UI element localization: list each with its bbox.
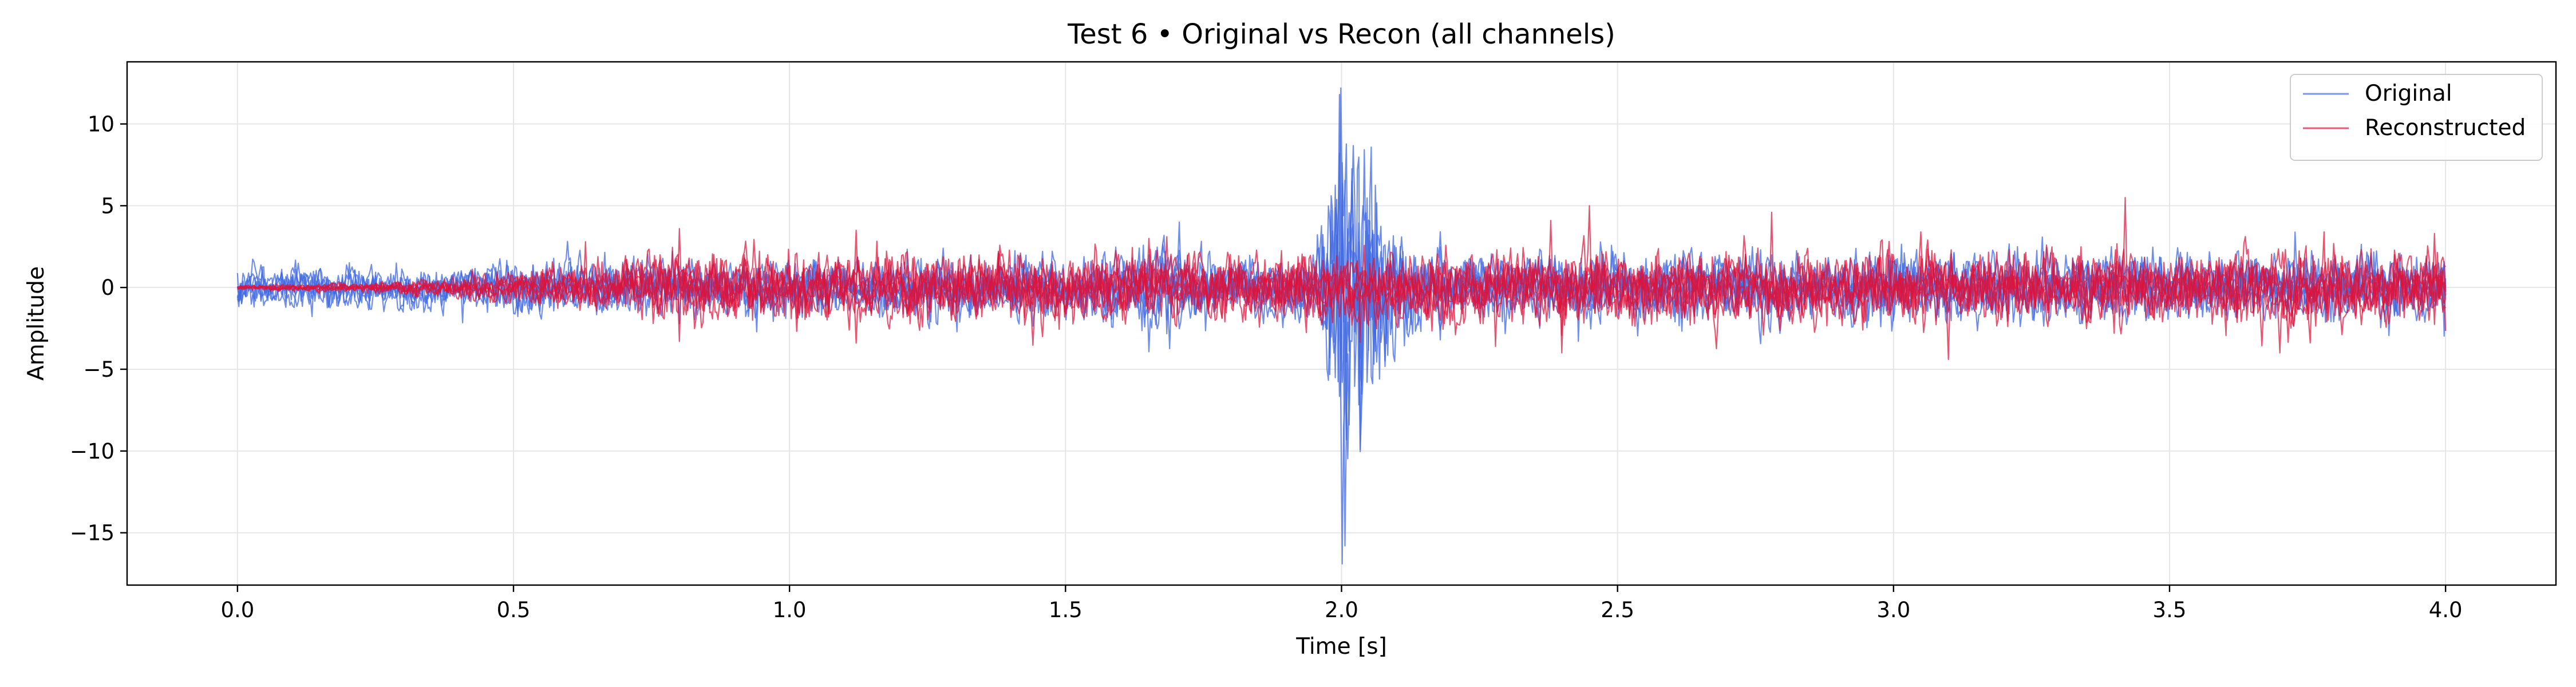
x-tick-label: 3.5 xyxy=(2153,598,2187,622)
y-tick-label: 5 xyxy=(101,194,114,218)
x-axis: 0.0 0.5 1.0 1.5 2.0 2.5 3.0 3.5 4.0 xyxy=(220,585,2463,622)
x-tick-label: 3.0 xyxy=(1876,598,1910,622)
x-axis-label: Time [s] xyxy=(1295,634,1387,660)
x-tick-label: 0.0 xyxy=(220,598,254,622)
y-axis: 10 5 0 −5 −10 −15 xyxy=(70,112,127,546)
x-tick-label: 2.0 xyxy=(1325,598,1358,622)
legend-box xyxy=(2290,74,2543,161)
legend-label-original: Original xyxy=(2365,81,2452,106)
y-tick-label: −10 xyxy=(70,439,114,464)
y-tick-label: −15 xyxy=(70,521,114,546)
x-tick-label: 4.0 xyxy=(2429,598,2463,622)
legend-label-reconstructed: Reconstructed xyxy=(2365,115,2526,141)
x-tick-label: 1.0 xyxy=(773,598,807,622)
y-axis-label: Amplitude xyxy=(23,266,49,381)
x-tick-label: 1.5 xyxy=(1049,598,1082,622)
y-tick-label: 10 xyxy=(88,112,114,137)
series-reconstructed xyxy=(236,197,2447,360)
y-tick-label: 0 xyxy=(101,275,114,300)
chart-title: Test 6 • Original vs Recon (all channels… xyxy=(1067,18,1615,50)
y-tick-label: −5 xyxy=(83,357,114,382)
x-tick-label: 2.5 xyxy=(1601,598,1634,622)
series-line-reconstructed-channel-6 xyxy=(237,231,2447,333)
legend: Original Reconstructed xyxy=(2290,74,2543,161)
x-tick-label: 0.5 xyxy=(497,598,531,622)
